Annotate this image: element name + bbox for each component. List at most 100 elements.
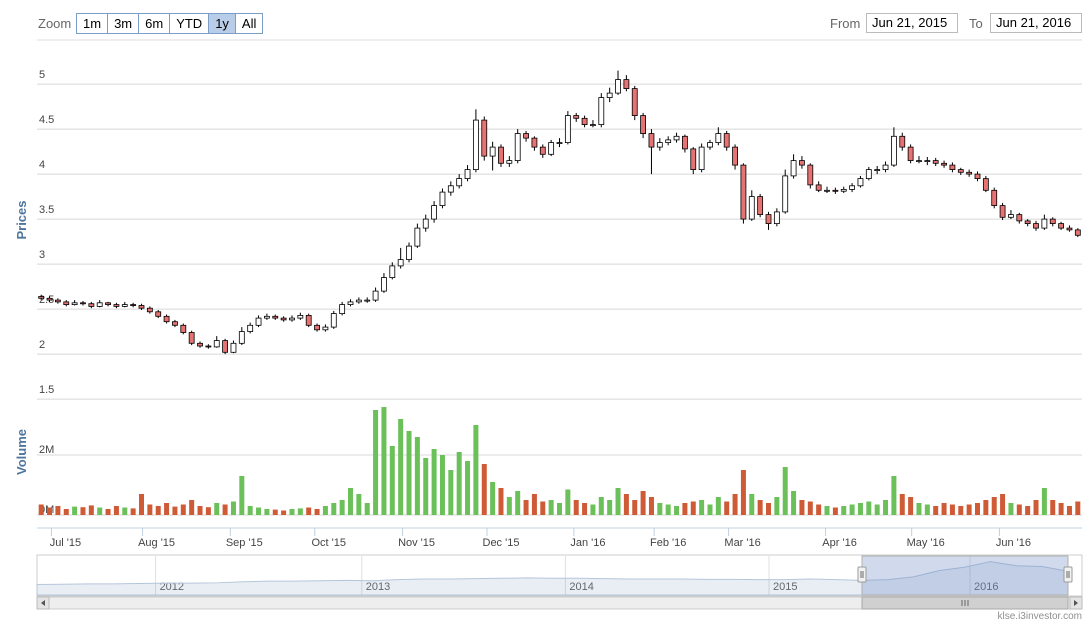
navigator-label: 2012 (160, 581, 184, 593)
volume-bar (314, 509, 320, 515)
x-tick-label: Aug '15 (138, 537, 175, 549)
zoom-button[interactable]: 1y (209, 14, 236, 33)
candle-body (999, 205, 1006, 218)
candle-body (590, 124, 596, 126)
volume-bar (423, 458, 429, 515)
candle-body (1074, 229, 1081, 236)
volume-bar (958, 506, 964, 515)
x-tick-label: May '16 (907, 537, 945, 549)
candle-body (606, 92, 613, 98)
volume-bar (866, 501, 872, 515)
zoom-button[interactable]: 1m (77, 14, 109, 33)
volume-bar (941, 503, 947, 515)
volume-bar (506, 497, 512, 515)
candle-body (523, 133, 529, 139)
candle-body (506, 160, 513, 164)
navigator-selection (861, 555, 1069, 596)
zoom-button[interactable]: 3m (108, 14, 140, 33)
volume-bar (991, 497, 997, 515)
x-tick-label: Nov '15 (398, 537, 435, 549)
candle-body (615, 79, 621, 94)
volume-bar (883, 500, 889, 515)
volume-bar (205, 507, 211, 515)
candle-body (573, 115, 580, 119)
candle-body (991, 189, 998, 207)
from-input[interactable]: Jun 21, 2015 (866, 13, 958, 33)
volume-bar (966, 504, 972, 515)
zoom-button[interactable]: All (235, 14, 263, 33)
volume-bar (707, 504, 713, 515)
volume-bar (381, 407, 387, 515)
volume-bar (749, 494, 755, 515)
volume-bar (331, 503, 337, 515)
candle-body (263, 315, 270, 319)
navigator-label: 2013 (366, 581, 390, 593)
volume-bar (598, 497, 604, 515)
volume-bar (339, 500, 345, 515)
candle-body (456, 178, 463, 187)
candle-body (932, 160, 939, 164)
candle-body (138, 305, 145, 309)
volume-bar (816, 504, 822, 515)
candle-body (230, 342, 237, 353)
navigator-handle[interactable] (1063, 566, 1073, 583)
volume-bar (674, 506, 680, 515)
candle-body (146, 307, 153, 313)
candle-body (974, 173, 981, 180)
volume-bar (239, 476, 245, 515)
volume-bar (757, 500, 763, 515)
candle-body (882, 164, 889, 171)
volume-bar (80, 507, 86, 515)
volume-bar (264, 509, 270, 515)
candle-body (865, 169, 872, 180)
y-tick-label: 3 (39, 249, 45, 261)
candle-body (723, 133, 730, 148)
candle-body (447, 185, 454, 193)
navigator-frame (36, 554, 1083, 597)
volume-bar (849, 504, 855, 515)
candle-body (531, 137, 538, 148)
candle-body (673, 135, 680, 141)
zoom-button[interactable]: YTD (170, 14, 210, 33)
candle-body (222, 340, 229, 353)
candle-body (1058, 223, 1064, 229)
zoom-buttons: 1m 3m 6m YTD 1y All (76, 13, 264, 34)
volume-bar (590, 504, 596, 515)
volume-bar (540, 501, 546, 515)
candle-body (765, 214, 772, 225)
volume-bar (1066, 506, 1072, 515)
candle-body (773, 211, 780, 224)
candle-body (213, 340, 220, 348)
volume-bar (155, 506, 161, 515)
volume-bar (389, 446, 395, 515)
volume-bar (322, 506, 328, 515)
candle-body (330, 313, 337, 328)
candle-body (623, 79, 630, 89)
candle-body (598, 97, 605, 125)
candle-body (71, 302, 78, 305)
zoom-button[interactable]: 6m (139, 14, 171, 33)
volume-bar (799, 500, 805, 515)
volume-bar (657, 503, 663, 515)
from-label: From (830, 16, 861, 31)
candle-body (1041, 218, 1048, 229)
candle-body (88, 303, 95, 307)
candle-body (514, 133, 521, 162)
candle-body (840, 188, 847, 192)
navigator-handle[interactable] (857, 566, 867, 583)
candle-body (757, 196, 764, 216)
volume-bar (565, 489, 571, 515)
volume-bar (682, 503, 688, 515)
candle-body (631, 88, 638, 116)
volume-bar (147, 504, 153, 515)
volume-bar (515, 491, 521, 515)
volume-bar (573, 500, 579, 515)
volume-bar (222, 504, 228, 515)
candle-body (439, 191, 446, 207)
volume-bar (398, 419, 404, 515)
volume-bar (807, 501, 813, 515)
candle-body (80, 302, 86, 305)
to-input[interactable]: Jun 21, 2016 (990, 13, 1082, 33)
candle-body (874, 169, 881, 172)
